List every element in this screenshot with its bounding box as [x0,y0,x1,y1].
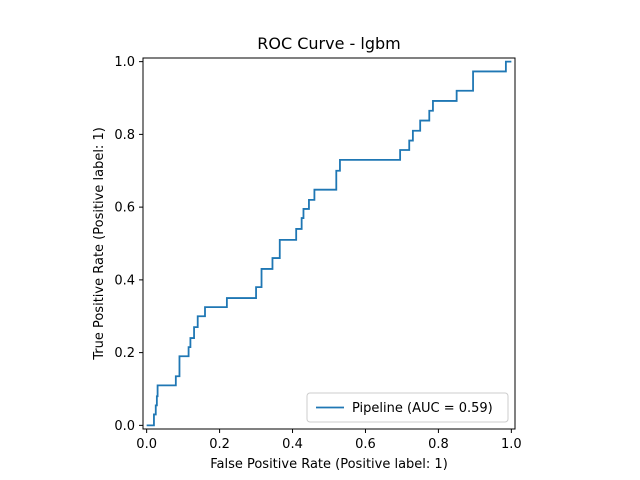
x-tick-label: 0.0 [136,437,157,452]
x-tick-label: 0.2 [209,437,230,452]
y-tick-label: 0.4 [114,273,135,288]
y-axis-label: True Positive Rate (Positive label: 1) [92,127,107,361]
x-axis-label: False Positive Rate (Positive label: 1) [210,457,448,472]
x-tick-label: 0.8 [428,437,449,452]
y-tick-label: 1.0 [114,55,135,70]
y-tick-label: 0.8 [114,128,135,143]
x-tick-label: 1.0 [501,437,522,452]
y-axis: 0.0 0.2 0.4 0.6 0.8 1.0 [114,55,143,434]
x-tick-label: 0.6 [355,437,376,452]
legend: Pipeline (AUC = 0.59) [306,392,509,423]
y-tick-label: 0.2 [114,346,135,361]
plot-area [142,57,516,430]
legend-box [306,392,509,423]
x-tick-label: 0.4 [282,437,303,452]
legend-entry: Pipeline (AUC = 0.59) [352,401,493,416]
roc-curve-line [146,60,512,427]
x-axis: 0.0 0.2 0.4 0.6 0.8 1.0 [136,429,522,452]
y-tick-label: 0.0 [114,419,135,434]
chart-title: ROC Curve - lgbm [257,34,400,53]
y-tick-label: 0.6 [114,201,135,216]
